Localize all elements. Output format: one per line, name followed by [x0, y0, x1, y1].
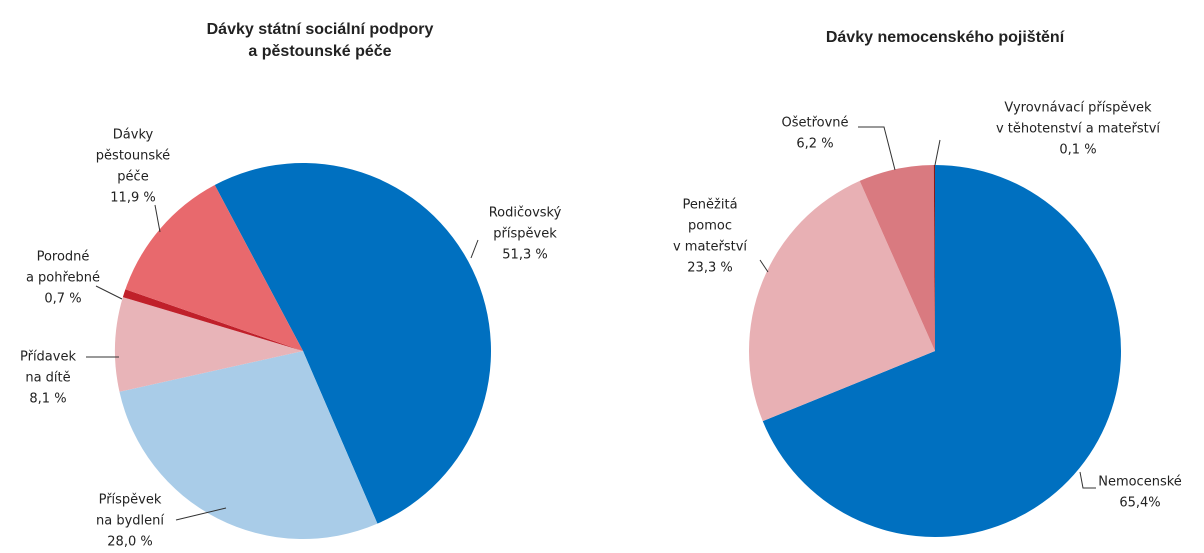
slice-label: Příspěvek [99, 493, 162, 508]
pie-slice [114, 297, 303, 392]
value-label: 23,3 % [687, 261, 732, 276]
slice-label: Rodičovský [489, 206, 562, 221]
value-label: 11,9 % [110, 191, 155, 206]
pie-slice [214, 163, 491, 524]
pie-slice [859, 165, 935, 351]
leader-line [95, 285, 123, 300]
chart-title: Dávky nemocenského pojištění [826, 29, 1065, 46]
value-label: 28,0 % [107, 535, 152, 550]
slice-label: příspěvek [493, 227, 557, 242]
slice-label: a pohřebné [26, 271, 100, 286]
value-label: 65,4% [1119, 496, 1160, 511]
pie-slice [749, 180, 935, 422]
slice-label: pomoc [688, 219, 732, 234]
pie-slice [125, 185, 303, 351]
leader-line [175, 507, 227, 521]
leader-line [858, 126, 896, 171]
leader-line [934, 139, 941, 166]
pie-slice [119, 351, 378, 539]
slice-label: v mateřství [673, 240, 747, 255]
pie-slice [933, 165, 935, 351]
slice-label: na dítě [25, 371, 70, 386]
slice-label: Nemocenské [1098, 475, 1182, 490]
slice-label: péče [117, 170, 148, 185]
slice-label: pěstounské [96, 149, 170, 164]
pie-slice [122, 289, 303, 351]
leader-line [154, 204, 161, 233]
leader-line [759, 259, 769, 273]
chart-title: a pěstounské péče [248, 43, 391, 60]
slice-label: Dávky [113, 128, 154, 143]
value-label: 6,2 % [796, 137, 833, 152]
slice-label: v těhotenství a mateřství [996, 122, 1160, 137]
slice-label: Vyrovnávací příspěvek [1004, 101, 1152, 116]
value-label: 0,7 % [44, 292, 81, 307]
slice-label: Přídavek [20, 350, 76, 365]
slice-label: Ošetřovné [781, 116, 848, 131]
chart-title: Dávky státní sociální podpory [207, 21, 434, 38]
slice-label: Porodné [37, 250, 90, 265]
slice-label: Peněžitá [682, 198, 737, 213]
value-label: 0,1 % [1059, 143, 1096, 158]
slice-label: na bydlení [96, 514, 164, 529]
value-label: 8,1 % [29, 392, 66, 407]
value-label: 51,3 % [502, 248, 547, 263]
leader-line [470, 239, 479, 259]
pie-slice [762, 165, 1122, 537]
leader-line [1079, 471, 1096, 489]
